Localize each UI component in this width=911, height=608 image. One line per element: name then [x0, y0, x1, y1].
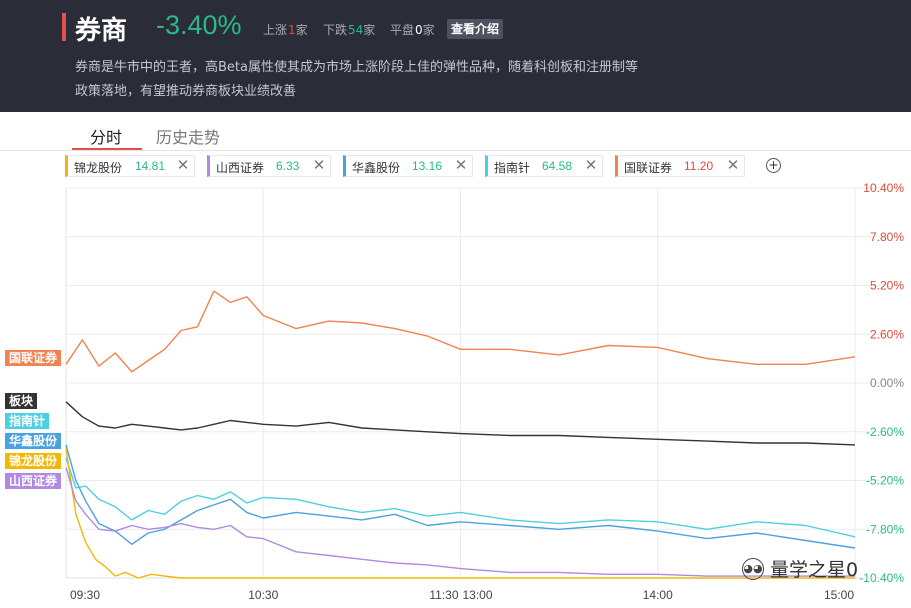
close-icon[interactable]: ✕ [726, 156, 740, 174]
close-icon[interactable]: ✕ [176, 156, 190, 174]
sector-header: 券商 -3.40% 上涨1家 下跌54家 平盘0家 查看介绍 券商是牛市中的王者… [0, 0, 911, 112]
series-tag-sector: 板块 [5, 393, 38, 409]
x-tick-label: 11:30 [429, 588, 458, 602]
chip-price: 6.33 [276, 159, 300, 173]
series-tag-shanxi: 山西证券 [5, 473, 62, 489]
y-tick-label: -7.80% [866, 522, 904, 536]
stock-chip-shanxi[interactable]: 山西证券 6.33 ✕ [207, 155, 331, 177]
series-tag-zhinanzhen: 指南针 [5, 413, 50, 429]
series-line [65, 444, 856, 549]
sector-description-line2: 政策落地，有望推动券商板块业绩改善 [75, 84, 297, 99]
sector-change: -3.40% [156, 10, 242, 40]
chip-name: 指南针 [494, 161, 531, 175]
chip-name: 国联证券 [624, 161, 673, 175]
close-icon[interactable]: ✕ [454, 156, 468, 174]
down-count: 54 [348, 23, 364, 37]
series-line [65, 448, 855, 579]
sector-title: 券商 [75, 16, 128, 46]
view-intro-button[interactable]: 查看介绍 [447, 19, 504, 39]
y-tick-label: -2.60% [866, 425, 904, 439]
flat-count-stat: 平盘0家 [390, 23, 435, 37]
chip-price: 11.20 [684, 159, 714, 173]
chip-price: 64.58 [542, 159, 573, 173]
x-tick-label: 10:30 [248, 588, 278, 602]
wechat-icon: ◕◕ [742, 557, 764, 580]
x-tick-label: 13:00 [463, 588, 493, 602]
sector-description-line1: 券商是牛市中的王者，高Beta属性使其成为市场上涨阶段上佳的弹性品种，随着科创板… [75, 60, 638, 75]
series-tag-jinlong: 锦龙股份 [5, 453, 62, 469]
stock-chip-huaxin[interactable]: 华鑫股份 13.16 ✕ [343, 155, 473, 177]
series-line [65, 467, 855, 577]
y-tick-label: 10.40% [863, 181, 904, 195]
chip-name: 锦龙股份 [74, 161, 123, 175]
up-count-stat: 上涨1家 [263, 23, 308, 37]
chip-name: 华鑫股份 [352, 161, 401, 175]
x-tick-label: 14:00 [643, 588, 673, 602]
watermark: ◕◕ 量学之星0 [742, 555, 858, 582]
stock-chip-jinlong[interactable]: 锦龙股份 14.81 ✕ [65, 155, 195, 177]
title-accent-bar [62, 13, 66, 41]
series-line [65, 401, 856, 446]
x-tick-label: 15:00 [824, 588, 854, 602]
close-icon[interactable]: ✕ [584, 156, 598, 174]
y-tick-label: 0.00% [870, 376, 904, 390]
close-icon[interactable]: ✕ [312, 156, 326, 174]
add-stock-icon[interactable]: + [766, 158, 781, 173]
chip-price: 14.81 [135, 159, 166, 173]
down-count-stat: 下跌54家 [323, 23, 376, 37]
series-tag-huaxin: 华鑫股份 [5, 433, 62, 449]
series-line [65, 290, 856, 373]
tab-intraday[interactable]: 分时 [90, 128, 123, 147]
y-tick-label: -5.20% [866, 474, 904, 488]
series-line [65, 457, 856, 538]
tab-history[interactable]: 历史走势 [156, 128, 221, 147]
y-tick-label: -10.40% [859, 571, 904, 585]
y-tick-label: 2.60% [870, 327, 904, 341]
up-count: 1 [288, 23, 296, 37]
active-tab-indicator [72, 148, 142, 150]
stock-chip-zhinanzhen[interactable]: 指南针 64.58 ✕ [485, 155, 603, 177]
y-tick-label: 5.20% [870, 279, 904, 293]
chip-price: 13.16 [412, 159, 443, 173]
flat-count: 0 [415, 23, 423, 37]
watermark-text: 量学之星0 [770, 559, 859, 581]
series-tag-guolian: 国联证券 [5, 350, 62, 366]
stock-chip-guolian[interactable]: 国联证券 11.20 ✕ [615, 155, 745, 177]
y-tick-label: 7.80% [870, 230, 904, 244]
tab-divider [0, 150, 911, 151]
chip-name: 山西证券 [216, 161, 265, 175]
x-tick-label: 09:30 [70, 588, 100, 602]
